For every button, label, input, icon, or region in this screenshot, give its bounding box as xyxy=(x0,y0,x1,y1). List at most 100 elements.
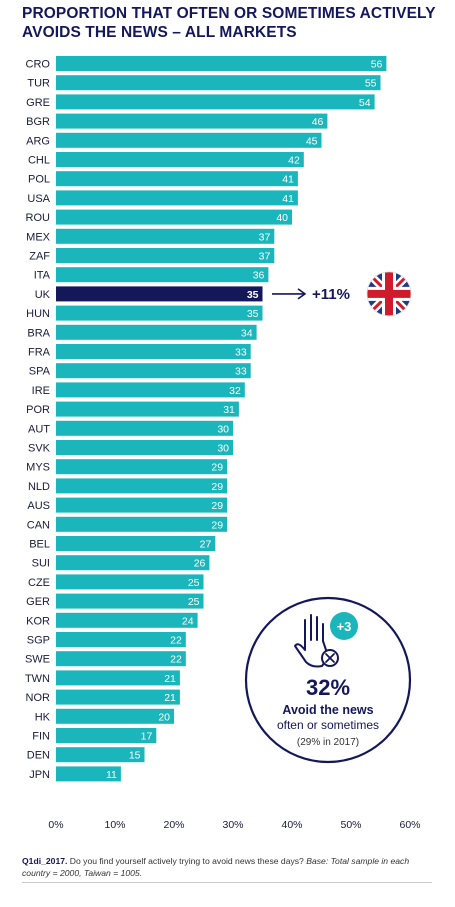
data-label: 30 xyxy=(217,423,229,435)
bar-chart: CRO 56 TUR 55 GRE 54 BGR 46 ARG 45 CHL 42 POL 41 USA 41… xyxy=(25,56,421,831)
data-label: 36 xyxy=(253,270,265,282)
x-tick-label: 10% xyxy=(104,819,125,831)
bar xyxy=(56,478,228,494)
bar xyxy=(56,94,375,110)
bar xyxy=(56,75,381,91)
category-label: BEL xyxy=(29,539,50,551)
data-label: 21 xyxy=(164,673,176,685)
category-label: ZAF xyxy=(29,251,50,263)
category-label: CHL xyxy=(28,155,50,167)
category-label: ROU xyxy=(26,212,51,224)
category-label: BGR xyxy=(26,116,50,128)
category-label: SWE xyxy=(25,654,50,666)
data-label: 31 xyxy=(223,404,235,416)
data-label: 26 xyxy=(194,558,206,570)
bar xyxy=(56,440,233,455)
category-label: MEX xyxy=(26,231,51,243)
bar xyxy=(56,766,121,782)
data-label: 37 xyxy=(259,231,271,243)
bar xyxy=(56,363,251,379)
bar xyxy=(56,382,245,398)
bar xyxy=(56,459,228,475)
arrow-right-icon xyxy=(272,288,307,300)
category-label: JPN xyxy=(29,769,50,781)
category-label: GER xyxy=(26,596,50,608)
data-label: 29 xyxy=(211,500,223,512)
category-label: TWN xyxy=(25,673,50,685)
footnote: Q1di_2017. Do you find yourself actively… xyxy=(22,856,432,879)
summary-line2: often or sometimes xyxy=(277,718,379,732)
x-tick-label: 40% xyxy=(281,819,302,831)
bar xyxy=(56,555,210,571)
footnote-base: Base: Total sample in each country = 200… xyxy=(22,856,410,878)
data-label: 40 xyxy=(276,212,288,224)
category-label: SPA xyxy=(29,366,51,378)
category-label: FRA xyxy=(28,347,51,359)
chart-title: PROPORTION THAT OFTEN OR SOMETIMES ACTIV… xyxy=(22,5,436,41)
x-tick-label: 30% xyxy=(222,819,243,831)
data-label: 25 xyxy=(188,577,200,589)
data-label: 41 xyxy=(282,193,294,205)
x-tick-label: 50% xyxy=(340,819,361,831)
category-label: SUI xyxy=(32,558,50,570)
data-label: 56 xyxy=(371,59,383,71)
bar xyxy=(56,420,233,436)
category-label: HUN xyxy=(26,308,50,320)
category-label: CAN xyxy=(27,519,50,531)
bar xyxy=(56,190,298,206)
data-label: 35 xyxy=(247,308,259,320)
hand-with-x-icon xyxy=(294,614,339,668)
data-label: 22 xyxy=(170,654,182,666)
bar xyxy=(56,574,204,590)
bar xyxy=(56,497,228,513)
bar xyxy=(56,305,263,321)
x-tick-label: 20% xyxy=(163,819,184,831)
category-label: AUT xyxy=(28,423,50,435)
category-label: AUS xyxy=(27,500,50,512)
category-label: HK xyxy=(35,711,51,723)
footnote-code: Q1di_2017. xyxy=(22,856,68,866)
data-label: 33 xyxy=(235,366,247,378)
bar xyxy=(56,56,387,71)
data-label: 25 xyxy=(188,596,200,608)
bar xyxy=(56,593,204,609)
summary-note: (29% in 2017) xyxy=(297,737,359,748)
bar xyxy=(56,632,186,647)
bar xyxy=(56,708,174,724)
category-label: TUR xyxy=(27,78,50,90)
bar xyxy=(56,209,292,225)
data-label: 17 xyxy=(141,731,153,743)
category-label: UK xyxy=(35,289,51,301)
bar xyxy=(56,612,198,628)
union-jack-flag-icon xyxy=(366,271,412,317)
data-label: 54 xyxy=(359,97,371,109)
data-label: 27 xyxy=(200,539,212,551)
bar xyxy=(56,248,275,263)
footnote-question: Do you find yourself actively trying to … xyxy=(67,856,307,866)
bar xyxy=(56,286,263,302)
data-label: 29 xyxy=(211,481,223,493)
data-label: 34 xyxy=(241,327,253,339)
change-badge xyxy=(330,612,358,640)
category-label: ARG xyxy=(26,135,50,147)
category-label: POL xyxy=(28,174,50,186)
bar xyxy=(56,171,298,187)
data-label: 33 xyxy=(235,347,247,359)
bar xyxy=(56,113,328,129)
data-label: 35 xyxy=(247,289,259,301)
category-label: CRO xyxy=(26,59,51,71)
data-label: 21 xyxy=(164,692,176,704)
data-label: 24 xyxy=(182,615,194,627)
bar xyxy=(56,651,186,667)
category-label: SGP xyxy=(27,635,50,647)
category-label: DEN xyxy=(27,750,50,762)
uk-change-label: +11% xyxy=(312,286,350,303)
category-label: MYS xyxy=(26,462,50,474)
data-label: 55 xyxy=(365,78,377,90)
category-label: FIN xyxy=(32,731,50,743)
bar xyxy=(56,267,269,283)
bar xyxy=(56,670,180,686)
data-label: 30 xyxy=(217,443,229,455)
category-label: ITA xyxy=(34,270,51,282)
data-label: 37 xyxy=(259,251,271,263)
